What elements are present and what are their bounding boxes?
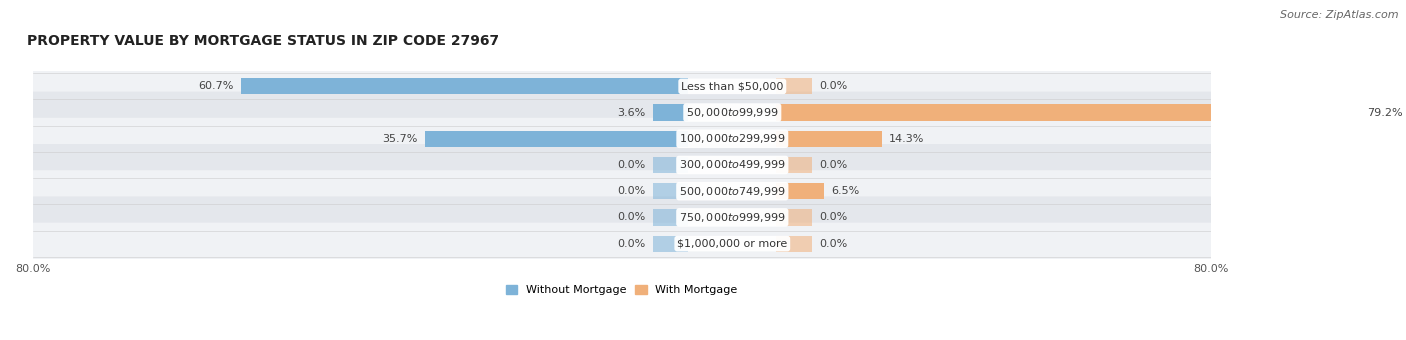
Text: 0.0%: 0.0% (820, 81, 848, 91)
Text: 0.0%: 0.0% (820, 212, 848, 222)
Text: $300,000 to $499,999: $300,000 to $499,999 (679, 158, 786, 171)
Text: $1,000,000 or more: $1,000,000 or more (678, 239, 787, 249)
Bar (776, 104, 1360, 121)
Legend: Without Mortgage, With Mortgage: Without Mortgage, With Mortgage (506, 285, 738, 295)
Bar (652, 104, 688, 121)
Text: 0.0%: 0.0% (617, 239, 645, 249)
Bar (776, 131, 882, 147)
Text: Less than $50,000: Less than $50,000 (681, 81, 783, 91)
Text: $500,000 to $749,999: $500,000 to $749,999 (679, 185, 786, 198)
FancyBboxPatch shape (31, 170, 1213, 212)
Bar (652, 209, 688, 225)
Text: PROPERTY VALUE BY MORTGAGE STATUS IN ZIP CODE 27967: PROPERTY VALUE BY MORTGAGE STATUS IN ZIP… (27, 34, 499, 48)
Text: 0.0%: 0.0% (617, 212, 645, 222)
Text: $100,000 to $299,999: $100,000 to $299,999 (679, 132, 786, 145)
Text: 0.0%: 0.0% (617, 160, 645, 170)
Text: $50,000 to $99,999: $50,000 to $99,999 (686, 106, 779, 119)
Bar (776, 183, 824, 199)
Bar (776, 236, 811, 252)
FancyBboxPatch shape (31, 223, 1213, 265)
Text: $750,000 to $999,999: $750,000 to $999,999 (679, 211, 786, 224)
FancyBboxPatch shape (31, 91, 1213, 134)
Bar (776, 209, 811, 225)
Bar (776, 157, 811, 173)
Bar (652, 236, 688, 252)
Text: 79.2%: 79.2% (1367, 107, 1403, 118)
Text: 60.7%: 60.7% (198, 81, 233, 91)
Bar (652, 157, 688, 173)
FancyBboxPatch shape (31, 65, 1213, 107)
FancyBboxPatch shape (31, 197, 1213, 238)
Bar (776, 78, 811, 95)
Text: 14.3%: 14.3% (889, 134, 925, 144)
Text: 35.7%: 35.7% (382, 134, 418, 144)
Text: 3.6%: 3.6% (617, 107, 645, 118)
Text: 6.5%: 6.5% (832, 186, 860, 196)
Bar (240, 78, 688, 95)
Bar (425, 131, 688, 147)
Text: Source: ZipAtlas.com: Source: ZipAtlas.com (1281, 10, 1399, 20)
Bar (652, 183, 688, 199)
Text: 0.0%: 0.0% (820, 160, 848, 170)
Text: 0.0%: 0.0% (617, 186, 645, 196)
FancyBboxPatch shape (31, 118, 1213, 160)
Text: 0.0%: 0.0% (820, 239, 848, 249)
FancyBboxPatch shape (31, 144, 1213, 186)
